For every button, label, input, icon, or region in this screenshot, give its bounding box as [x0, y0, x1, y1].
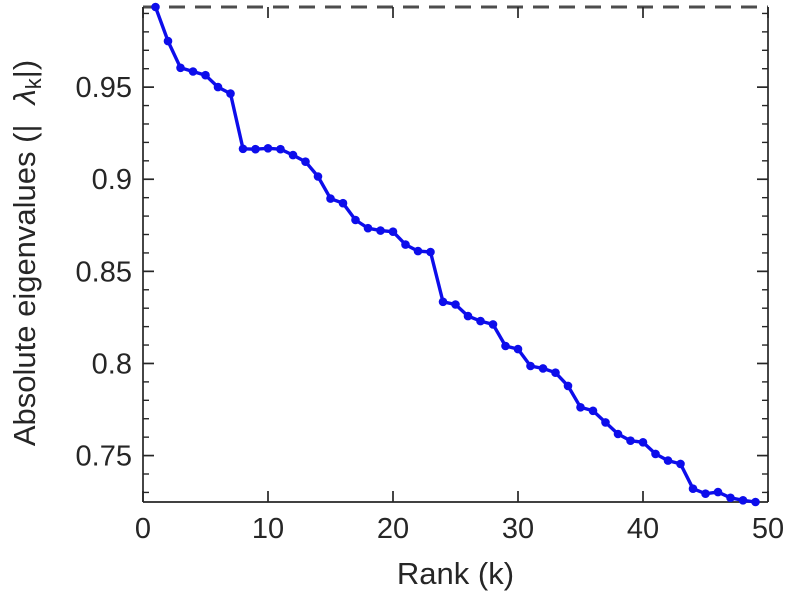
data-point	[263, 144, 273, 153]
data-point	[551, 368, 560, 378]
y-tick-label: 0.85	[76, 256, 132, 288]
data-point	[276, 144, 285, 154]
eigenvalue-curve	[153, 5, 758, 504]
x-axis-label: Rank (k)	[396, 556, 515, 591]
data-point	[576, 403, 585, 412]
lambda-symbol: λ	[7, 89, 42, 105]
data-point	[338, 198, 348, 208]
data-point	[451, 300, 460, 309]
data-point	[601, 418, 610, 427]
y-axis-label-suffix: |)	[7, 59, 42, 79]
data-point	[563, 381, 573, 391]
data-point	[363, 223, 373, 233]
data-point	[176, 63, 185, 73]
data-point	[376, 226, 385, 235]
data-point	[526, 361, 535, 371]
data-point	[413, 246, 423, 256]
data-point	[301, 157, 310, 166]
data-point	[288, 150, 298, 160]
y-axis-label-prefix: Absolute eigenvalues (|	[7, 124, 42, 447]
data-point	[738, 496, 748, 505]
y-tick-label: 0.95	[76, 72, 132, 104]
data-point	[713, 487, 723, 497]
data-point	[238, 144, 248, 154]
data-point	[676, 459, 685, 469]
data-point	[201, 70, 210, 80]
data-point	[151, 2, 160, 12]
x-tick-label: 20	[377, 513, 409, 545]
data-point	[501, 341, 510, 351]
data-point	[188, 67, 198, 76]
data-point	[226, 89, 235, 98]
data-point	[651, 449, 660, 459]
data-point	[701, 489, 710, 499]
data-point	[751, 497, 760, 507]
data-point	[326, 194, 335, 203]
data-point	[388, 227, 398, 236]
data-point	[438, 297, 448, 307]
y-tick-label: 0.9	[92, 164, 132, 196]
data-point	[251, 144, 260, 154]
data-point	[476, 316, 485, 326]
data-point	[513, 344, 523, 354]
x-tick-label: 10	[252, 513, 284, 545]
x-tick-label: 50	[752, 513, 784, 545]
data-point	[401, 240, 410, 249]
data-point	[351, 215, 360, 225]
x-tick-label: 0	[135, 513, 151, 545]
data-point	[213, 82, 223, 92]
x-tick-label: 40	[627, 513, 659, 545]
data-point	[163, 36, 173, 46]
data-point	[463, 311, 473, 321]
data-point	[626, 436, 635, 446]
y-tick-label: 0.75	[76, 441, 132, 473]
y-axis-label: Absolute eigenvalues (| λk|)	[7, 60, 47, 446]
data-point	[726, 493, 735, 503]
y-tick-label: 0.8	[92, 348, 132, 380]
data-point	[426, 247, 435, 257]
data-point	[663, 456, 673, 465]
data-point	[488, 320, 498, 329]
lambda-subscript: k	[21, 78, 46, 90]
data-point	[313, 172, 323, 181]
data-point	[588, 406, 598, 416]
data-point	[613, 429, 623, 439]
data-point	[638, 438, 648, 447]
data-point	[538, 364, 548, 373]
data-point	[688, 484, 698, 494]
x-tick-label: 30	[502, 513, 534, 545]
